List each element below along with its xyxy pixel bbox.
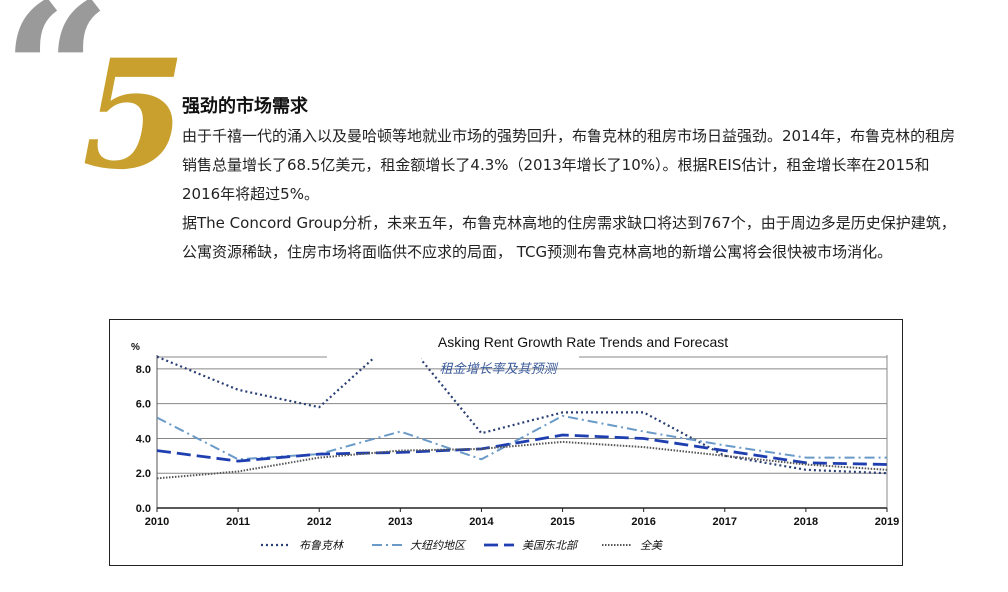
chart-subtitle: 租金增长率及其预测 [439, 361, 558, 376]
x-tick-label: 2011 [226, 516, 250, 528]
y-tick-label: 0.0 [136, 503, 151, 515]
x-tick-label: 2018 [794, 516, 818, 528]
chart-title: Asking Rent Growth Rate Trends and Forec… [438, 334, 728, 350]
x-tick-label: 2013 [388, 516, 412, 528]
series-line-3 [157, 433, 887, 466]
y-axis-unit: % [131, 342, 140, 353]
chart-border [109, 319, 903, 566]
x-tick-label: 2016 [631, 516, 655, 528]
x-tick-label: 2012 [307, 516, 331, 528]
quote-mark-icon: “ [2, 0, 112, 184]
y-tick-label: 2.0 [136, 468, 151, 480]
chart-svg: Asking Rent Growth Rate Trends and Forec… [109, 319, 903, 566]
x-tick-label: 2014 [469, 516, 494, 528]
body-text: 由于千禧一代的涌入以及曼哈顿等地就业市场的强势回升，布鲁克林的租房市场日益强劲。… [182, 122, 962, 267]
legend-label-4: 全美 [640, 539, 663, 552]
section-title: 强劲的市场需求 [182, 96, 308, 117]
y-tick-label: 4.0 [136, 433, 151, 445]
series-line-1 [157, 345, 887, 475]
section-number: 5 [82, 27, 187, 203]
x-tick-label: 2019 [875, 516, 899, 528]
series-line-2 [157, 414, 887, 461]
x-tick-label: 2010 [145, 516, 169, 528]
legend-label-3: 美国东北部 [522, 539, 579, 552]
legend-label-2: 大纽约地区 [410, 539, 467, 552]
x-tick-label: 2015 [550, 516, 574, 528]
legend-label-1: 布鲁克林 [299, 539, 345, 552]
x-tick-label: 2017 [713, 516, 737, 528]
paragraph-1: 由于千禧一代的涌入以及曼哈顿等地就业市场的强势回升，布鲁克林的租房市场日益强劲。… [182, 127, 956, 203]
rent-growth-chart: Asking Rent Growth Rate Trends and Forec… [109, 319, 903, 566]
y-tick-label: 8.0 [136, 364, 151, 376]
series-line-4 [157, 440, 887, 480]
y-tick-label: 6.0 [136, 399, 151, 411]
paragraph-2: 据The Concord Group分析，未来五年，布鲁克林高地的住房需求缺口将… [182, 214, 956, 261]
